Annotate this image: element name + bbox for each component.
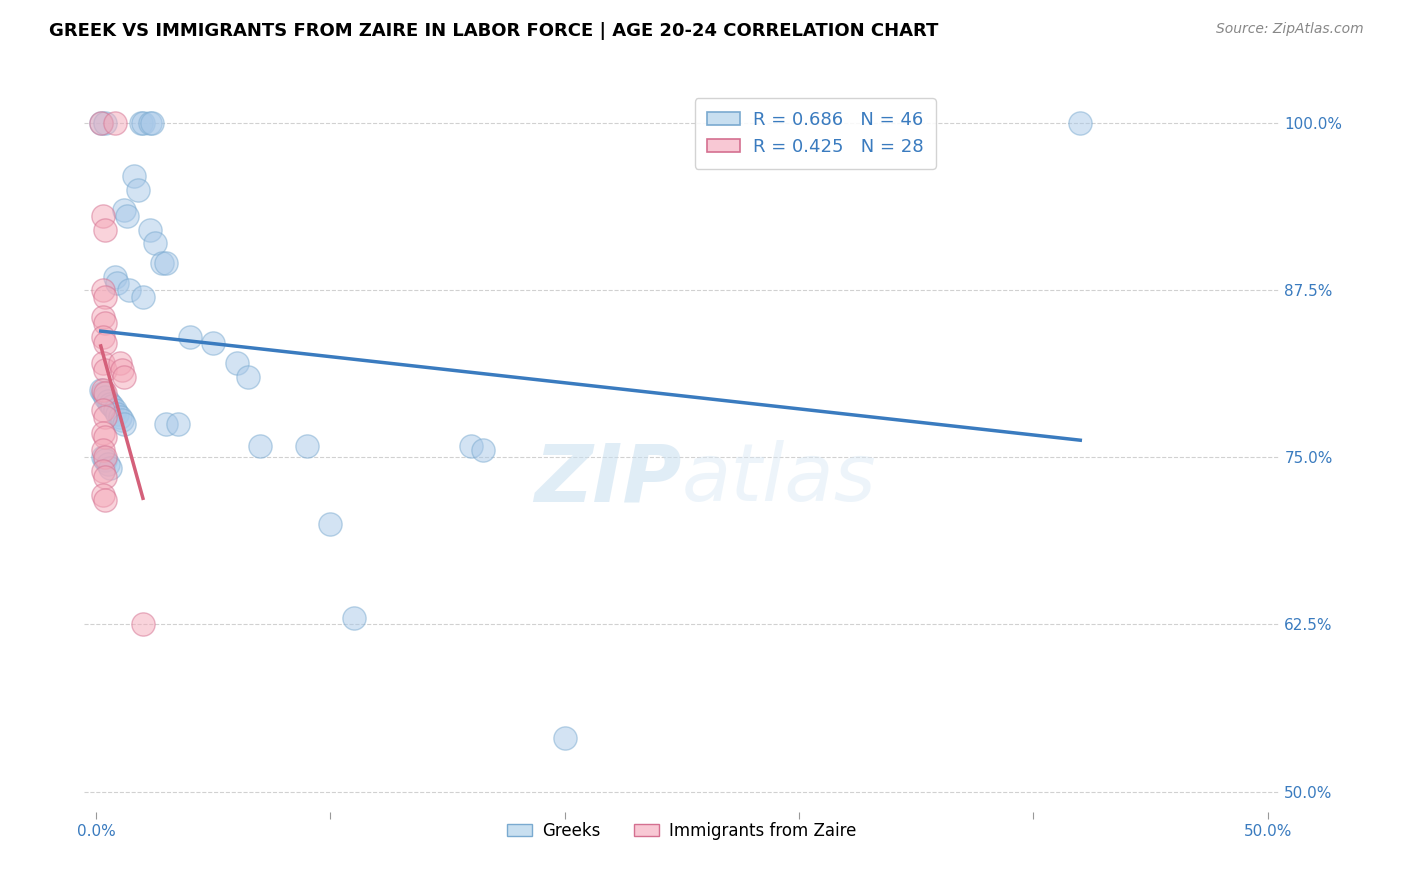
Text: ZIP: ZIP	[534, 441, 682, 518]
Point	[111, 412, 134, 426]
Point	[343, 610, 366, 624]
Point	[91, 487, 114, 501]
Point	[91, 425, 114, 440]
Point	[108, 409, 131, 424]
Point	[132, 617, 155, 632]
Point	[460, 439, 482, 453]
Point	[111, 363, 134, 377]
Point	[471, 443, 494, 458]
Point	[98, 460, 121, 475]
Point	[132, 289, 155, 303]
Point	[94, 385, 117, 400]
Point	[249, 439, 271, 453]
Point	[238, 369, 260, 384]
Point	[104, 269, 127, 284]
Point	[225, 356, 247, 370]
Point	[139, 222, 162, 236]
Point	[105, 407, 128, 421]
Point	[94, 115, 117, 129]
Point	[91, 329, 114, 343]
Point	[101, 399, 124, 413]
Point	[98, 396, 121, 410]
Point	[122, 169, 145, 183]
Point	[179, 329, 201, 343]
Point	[91, 443, 114, 458]
Point	[127, 182, 149, 196]
Point	[94, 316, 117, 330]
Point	[118, 283, 141, 297]
Point	[104, 115, 127, 129]
Point	[112, 417, 135, 431]
Point	[91, 450, 114, 464]
Point	[94, 452, 117, 467]
Point	[167, 417, 190, 431]
Point	[94, 450, 117, 464]
Point	[94, 470, 117, 484]
Point	[132, 115, 155, 129]
Text: Source: ZipAtlas.com: Source: ZipAtlas.com	[1216, 22, 1364, 37]
Point	[112, 202, 135, 217]
Point	[91, 356, 114, 370]
Point	[319, 516, 342, 531]
Point	[91, 283, 114, 297]
Point	[90, 115, 112, 129]
Point	[94, 409, 117, 424]
Point	[155, 417, 177, 431]
Text: atlas: atlas	[682, 441, 877, 518]
Point	[155, 256, 177, 270]
Point	[554, 731, 576, 745]
Point	[150, 256, 173, 270]
Point	[94, 336, 117, 351]
Point	[1069, 115, 1091, 129]
Legend: Greeks, Immigrants from Zaire: Greeks, Immigrants from Zaire	[501, 815, 863, 847]
Point	[105, 276, 128, 290]
Point	[108, 356, 131, 370]
Point	[295, 439, 318, 453]
Point	[94, 430, 117, 444]
Point	[129, 115, 152, 129]
Point	[94, 222, 117, 236]
Point	[141, 115, 163, 129]
Point	[90, 115, 112, 129]
Point	[112, 369, 135, 384]
Point	[94, 492, 117, 507]
Point	[91, 463, 114, 477]
Point	[97, 393, 120, 408]
Point	[90, 383, 112, 397]
Text: GREEK VS IMMIGRANTS FROM ZAIRE IN LABOR FORCE | AGE 20-24 CORRELATION CHART: GREEK VS IMMIGRANTS FROM ZAIRE IN LABOR …	[49, 22, 939, 40]
Point	[91, 310, 114, 324]
Point	[91, 403, 114, 417]
Point	[94, 289, 117, 303]
Point	[94, 390, 117, 404]
Point	[91, 385, 114, 400]
Point	[91, 383, 114, 397]
Point	[115, 209, 138, 223]
Point	[202, 336, 225, 351]
Point	[91, 209, 114, 223]
Point	[104, 403, 127, 417]
Point	[94, 363, 117, 377]
Point	[97, 457, 120, 471]
Point	[139, 115, 162, 129]
Point	[143, 235, 166, 250]
